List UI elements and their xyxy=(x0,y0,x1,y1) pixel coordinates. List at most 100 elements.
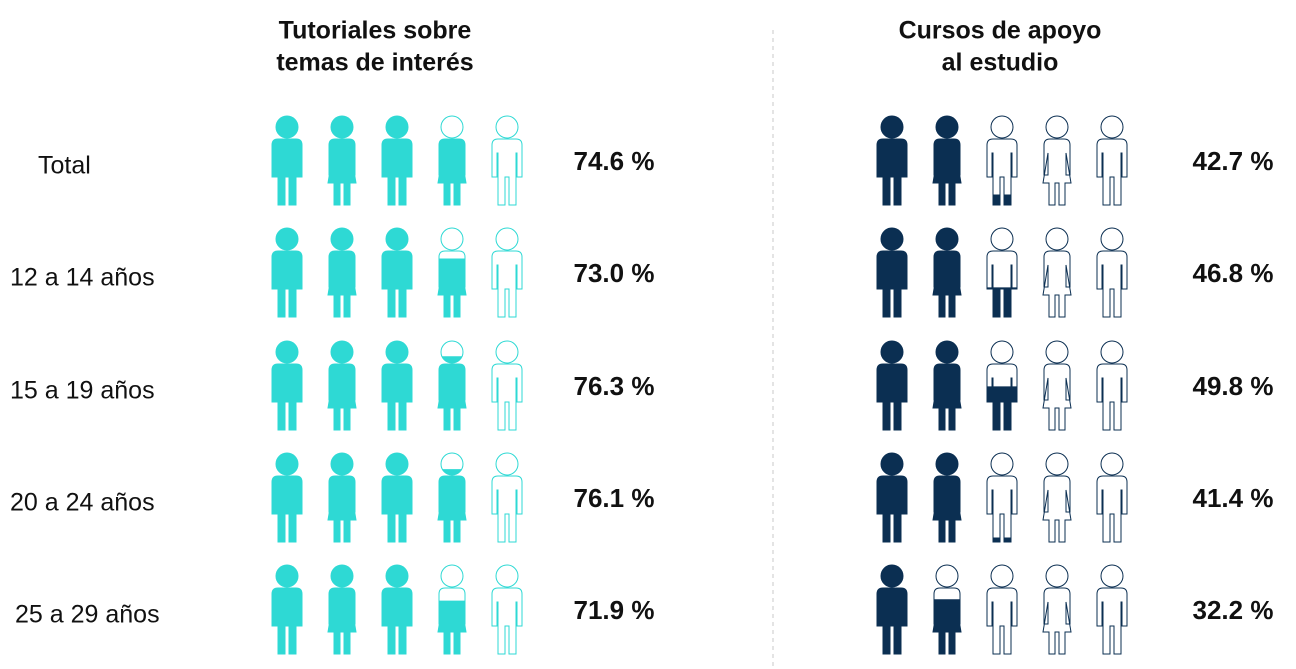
icon-fill-body xyxy=(877,364,907,430)
person-icon xyxy=(1042,564,1072,655)
icon-fill-head xyxy=(386,453,408,475)
person-icon xyxy=(986,452,1018,543)
icon-outline xyxy=(1096,138,1128,206)
icon-fill xyxy=(328,341,356,430)
person-icon xyxy=(876,564,908,655)
person-icon xyxy=(876,340,908,431)
icon-outline xyxy=(935,564,959,588)
icon-outline xyxy=(491,138,523,206)
icon-fill-body xyxy=(272,139,302,205)
icon-fill-head xyxy=(386,341,408,363)
person-icon xyxy=(491,340,523,431)
person-icon xyxy=(437,564,467,655)
icon-outline xyxy=(990,115,1014,139)
icon-fill-head xyxy=(442,469,462,475)
icon-fill-body xyxy=(933,364,961,430)
icon-fill xyxy=(438,469,466,542)
icon-fill-head xyxy=(386,116,408,138)
icon-fill-body xyxy=(877,251,907,317)
icon-fill xyxy=(933,228,961,317)
person-icon xyxy=(1096,340,1128,431)
person-icon xyxy=(271,115,303,206)
icon-outline xyxy=(495,452,519,476)
person-icon xyxy=(932,340,962,431)
icon-fill-head xyxy=(441,356,463,363)
person-icon xyxy=(986,564,1018,655)
icon-fill-head xyxy=(881,228,903,250)
icon-outline xyxy=(990,227,1014,251)
icon-fill-body xyxy=(933,251,961,317)
value-label: 73.0 % xyxy=(574,258,655,288)
icon-fill-body xyxy=(987,287,1017,317)
icon-outline xyxy=(495,227,519,251)
value-label: 32.2 % xyxy=(1193,595,1274,625)
icon-fill xyxy=(877,341,907,430)
person-icon xyxy=(491,227,523,318)
person-icon xyxy=(1042,452,1072,543)
icon-fill-head xyxy=(331,341,353,363)
person-icon xyxy=(271,452,303,543)
value-label: 49.8 % xyxy=(1193,371,1274,401)
icon-fill-head xyxy=(276,565,298,587)
person-icon xyxy=(437,452,467,543)
person-icon xyxy=(986,227,1018,318)
icon-fill-head xyxy=(386,565,408,587)
icon-fill-head xyxy=(881,116,903,138)
icon-outline xyxy=(990,452,1014,476)
icon-fill-head xyxy=(276,453,298,475)
panel-title: Tutoriales sobre xyxy=(279,17,472,45)
person-icon xyxy=(437,227,467,318)
icon-fill xyxy=(272,453,302,542)
icon-outline xyxy=(1042,587,1072,655)
icon-outline xyxy=(1042,475,1072,543)
person-icon xyxy=(1096,564,1128,655)
icon-fill-head xyxy=(936,228,958,250)
person-icon xyxy=(381,564,413,655)
person-icon xyxy=(1042,115,1072,206)
icon-fill-body xyxy=(328,588,356,654)
person-icon xyxy=(876,227,908,318)
icon-fill xyxy=(877,228,907,317)
icon-row xyxy=(876,115,1128,206)
icon-fill xyxy=(382,341,412,430)
icon-fill xyxy=(877,565,907,654)
icon-fill xyxy=(328,565,356,654)
person-icon xyxy=(327,115,357,206)
icon-fill xyxy=(993,537,1011,542)
icon-fill xyxy=(272,116,302,205)
icon-row xyxy=(876,452,1128,543)
icon-fill-body xyxy=(382,588,412,654)
icon-fill-body xyxy=(987,386,1017,430)
person-icon xyxy=(986,340,1018,431)
icon-fill-body xyxy=(877,139,907,205)
icon-fill xyxy=(382,453,412,542)
icon-outline xyxy=(1096,587,1128,655)
icon-fill-head xyxy=(881,565,903,587)
person-icon xyxy=(986,115,1018,206)
icon-outline xyxy=(491,587,523,655)
icon-fill xyxy=(272,228,302,317)
icon-fill xyxy=(328,228,356,317)
icon-fill-head xyxy=(936,453,958,475)
icon-outline xyxy=(440,227,464,251)
person-icon xyxy=(1096,115,1128,206)
icon-row xyxy=(876,227,1128,318)
icon-fill-head xyxy=(881,341,903,363)
value-label: 74.6 % xyxy=(574,146,655,176)
panel-title: temas de interés xyxy=(276,49,473,77)
icon-fill-head xyxy=(276,116,298,138)
icon-fill-body xyxy=(328,251,356,317)
icon-fill-body xyxy=(382,251,412,317)
person-icon xyxy=(271,564,303,655)
icon-outline xyxy=(1042,250,1072,318)
icon-fill-head xyxy=(936,116,958,138)
panel-title: al estudio xyxy=(942,49,1059,77)
icon-outline xyxy=(495,115,519,139)
icon-outline xyxy=(986,250,1018,318)
icon-outline xyxy=(1100,452,1124,476)
icon-fill xyxy=(382,116,412,205)
icon-fill xyxy=(382,228,412,317)
icon-fill-body xyxy=(272,588,302,654)
icon-fill xyxy=(933,453,961,542)
